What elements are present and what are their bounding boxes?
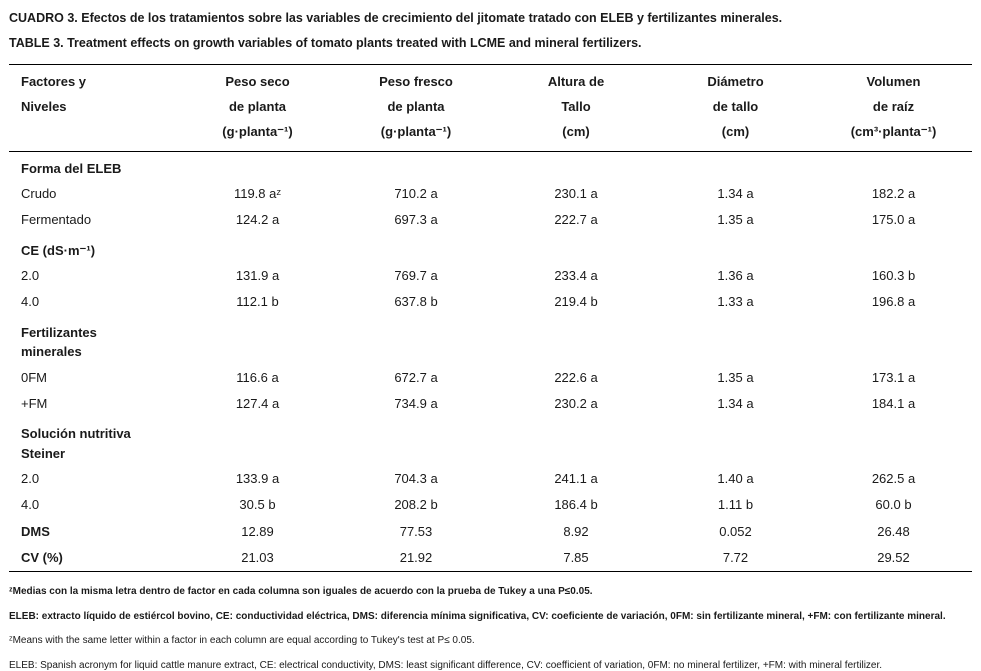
value-cell: 1.36 a xyxy=(717,268,754,284)
value-cell: 124.2 a xyxy=(235,212,280,228)
value-cell: 230.2 a xyxy=(554,395,598,411)
table-row-cv: CV (%) 21.03 21.92 7.85 7.72 29.52 xyxy=(9,545,972,572)
value-cell: 1.34 a xyxy=(717,395,754,411)
header-dry-weight: Peso seco de planta (g·planta⁻¹) xyxy=(222,73,293,140)
value-cell: 182.2 a xyxy=(871,186,916,202)
value-cell: 60.0 b xyxy=(875,497,912,513)
footnotes-block: ᶻMedias con la misma letra dentro de fac… xyxy=(9,585,974,671)
section-label: CE (dS·m⁻¹) xyxy=(21,242,96,258)
header-fresh-weight: Peso fresco de planta (g·planta⁻¹) xyxy=(379,73,453,140)
header-stem-diameter: Diámetro de tallo (cm) xyxy=(707,73,764,140)
row-label: 4.0 xyxy=(21,294,40,310)
table-header: Factores y Niveles Peso seco de planta (… xyxy=(9,64,972,152)
value-cell: 7.72 xyxy=(722,549,749,565)
value-cell: 119.8 aᶻ xyxy=(233,186,282,202)
row-label: 2.0 xyxy=(21,268,40,284)
footnote-abbreviations-es: ELEB: extracto líquido de estiércol bovi… xyxy=(9,610,946,622)
row-label: 2.0 xyxy=(21,471,40,487)
value-cell: 1.34 a xyxy=(717,186,754,202)
value-cell: 219.4 b xyxy=(554,294,598,310)
row-label: 4.0 xyxy=(21,497,40,513)
value-cell: 734.9 a xyxy=(394,395,438,411)
table-row-fermentado: Fermentado 124.2 a 697.3 a 222.7 a 1.35 … xyxy=(9,207,972,233)
value-cell: 8.92 xyxy=(563,523,589,539)
value-cell: 208.2 b xyxy=(394,497,438,513)
value-cell: 222.7 a xyxy=(554,212,598,228)
table-caption-spanish: CUADRO 3. Efectos de los tratamientos so… xyxy=(9,11,783,25)
value-cell: 184.1 a xyxy=(871,395,916,411)
value-cell: 1.40 a xyxy=(717,471,754,487)
value-cell: 233.4 a xyxy=(554,268,598,284)
value-cell: 697.3 a xyxy=(394,212,438,228)
value-cell: 173.1 a xyxy=(871,369,916,385)
table-body: Forma del ELEB Crudo 119.8 aᶻ 710.2 a 23… xyxy=(9,151,972,572)
value-cell: 77.53 xyxy=(399,523,433,539)
section-label: Solución nutritiva Steiner xyxy=(21,426,131,461)
header-row: Factores y Niveles Peso seco de planta (… xyxy=(9,64,972,152)
value-cell: 710.2 a xyxy=(394,186,438,202)
treatment-effects-table: Factores y Niveles Peso seco de planta (… xyxy=(9,63,972,573)
value-cell: 637.8 b xyxy=(394,294,438,310)
row-label: Fermentado xyxy=(21,212,92,228)
value-cell: 1.33 a xyxy=(717,294,754,310)
header-root-volume: Volumen de raíz (cm³·planta⁻¹) xyxy=(850,73,937,140)
table-caption-english: TABLE 3. Treatment effects on growth var… xyxy=(9,36,642,51)
value-cell: 160.3 b xyxy=(871,268,916,284)
section-label: Forma del ELEB xyxy=(21,160,122,176)
value-cell: 112.1 b xyxy=(236,294,279,310)
section-row-ce: CE (dS·m⁻¹) xyxy=(9,234,972,264)
table-row-crudo: Crudo 119.8 aᶻ 710.2 a 230.1 a 1.34 a 18… xyxy=(9,181,972,207)
header-stem-height: Altura de Tallo (cm) xyxy=(547,73,605,140)
row-label: +FM xyxy=(21,395,48,411)
value-cell: 21.03 xyxy=(241,549,274,565)
value-cell: 7.85 xyxy=(563,549,589,565)
value-cell: 230.1 a xyxy=(554,186,598,202)
value-cell: 116.6 a xyxy=(236,369,279,385)
section-label: Fertilizantes minerales xyxy=(21,324,97,360)
value-cell: 222.6 a xyxy=(554,369,598,385)
value-cell: 704.3 a xyxy=(394,471,438,487)
value-cell: 131.9 a xyxy=(235,268,280,284)
value-cell: 241.1 a xyxy=(554,471,598,487)
table-row-ce-4: 4.0 112.1 b 637.8 b 219.4 b 1.33 a 196.8… xyxy=(9,289,972,315)
value-cell: 133.9 a xyxy=(235,471,280,487)
value-cell: 1.35 a xyxy=(717,369,754,385)
footnote-tukey-es: ᶻMedias con la misma letra dentro de fac… xyxy=(9,586,593,598)
section-row-fertilizantes: Fertilizantes minerales xyxy=(9,316,972,365)
table-row-ce-2: 2.0 131.9 a 769.7 a 233.4 a 1.36 a 160.3… xyxy=(9,263,972,289)
value-cell: 29.52 xyxy=(877,549,910,565)
value-cell: 1.11 b xyxy=(717,497,754,513)
row-label: DMS xyxy=(21,523,50,539)
value-cell: 0.052 xyxy=(719,523,752,539)
table-row-0fm: 0FM 116.6 a 672.7 a 222.6 a 1.35 a 173.1… xyxy=(9,365,972,391)
value-cell: 175.0 a xyxy=(871,212,916,228)
value-cell: 30.5 b xyxy=(239,497,276,513)
value-cell: 26.48 xyxy=(877,523,910,539)
row-label: CV (%) xyxy=(21,549,63,565)
value-cell: 186.4 b xyxy=(554,497,598,513)
value-cell: 21.92 xyxy=(399,549,433,565)
section-row-steiner: Solución nutritiva Steiner xyxy=(9,417,972,466)
section-row-forma-eleb: Forma del ELEB xyxy=(9,151,972,181)
table-row-steiner-4: 4.0 30.5 b 208.2 b 186.4 b 1.11 b 60.0 b xyxy=(9,492,972,518)
row-label: 0FM xyxy=(21,369,47,385)
table-row-steiner-2: 2.0 133.9 a 704.3 a 241.1 a 1.40 a 262.5… xyxy=(9,466,972,492)
value-cell: 1.35 a xyxy=(717,212,754,228)
value-cell: 262.5 a xyxy=(871,471,916,487)
table-row-plus-fm: +FM 127.4 a 734.9 a 230.2 a 1.34 a 184.1… xyxy=(9,391,972,417)
value-cell: 12.89 xyxy=(241,523,274,539)
value-cell: 127.4 a xyxy=(235,395,280,411)
value-cell: 672.7 a xyxy=(394,369,438,385)
value-cell: 769.7 a xyxy=(394,268,438,284)
footnote-abbreviations-en: ELEB: Spanish acronym for liquid cattle … xyxy=(9,659,883,671)
footnote-tukey-en: ᶻMeans with the same letter within a fac… xyxy=(9,635,475,647)
table-row-dms: DMS 12.89 77.53 8.92 0.052 26.48 xyxy=(9,519,972,545)
value-cell: 196.8 a xyxy=(871,294,916,310)
row-label: Crudo xyxy=(21,186,57,202)
header-factors-levels: Factores y Niveles xyxy=(21,73,87,114)
